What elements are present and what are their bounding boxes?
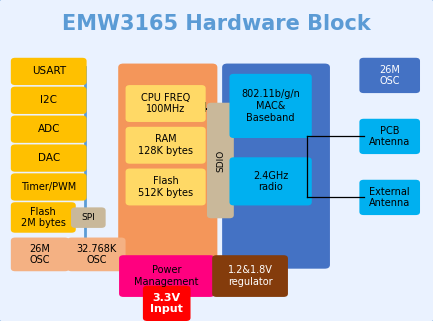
FancyBboxPatch shape (11, 238, 69, 271)
Text: 32.768K
OSC: 32.768K OSC (76, 244, 116, 265)
Text: Timer/PWM: Timer/PWM (21, 182, 76, 192)
Text: I2C: I2C (40, 95, 57, 105)
FancyBboxPatch shape (11, 202, 76, 233)
FancyBboxPatch shape (222, 64, 330, 269)
Text: USART: USART (32, 66, 66, 76)
Text: RAM
128K bytes: RAM 128K bytes (138, 134, 193, 156)
FancyBboxPatch shape (229, 74, 312, 138)
FancyBboxPatch shape (119, 255, 214, 297)
Text: Wi-Fi: Wi-Fi (254, 85, 298, 100)
Text: SPI: SPI (81, 213, 95, 222)
Text: 26M
OSC: 26M OSC (379, 65, 400, 86)
Text: 2.4GHz
radio: 2.4GHz radio (253, 170, 288, 192)
FancyBboxPatch shape (11, 116, 87, 143)
FancyBboxPatch shape (126, 85, 206, 122)
FancyBboxPatch shape (11, 173, 87, 201)
Text: ADC: ADC (38, 124, 60, 134)
FancyBboxPatch shape (71, 207, 106, 228)
Text: 1.2&1.8V
regulator: 1.2&1.8V regulator (228, 265, 272, 287)
FancyBboxPatch shape (11, 87, 87, 114)
Text: EMW3165 Hardware Block: EMW3165 Hardware Block (62, 14, 371, 34)
Text: MCU
Cortex-M4: MCU Cortex-M4 (127, 85, 208, 115)
Text: Flash
512K bytes: Flash 512K bytes (138, 176, 193, 198)
FancyBboxPatch shape (207, 103, 234, 218)
Text: External
Antenna: External Antenna (369, 187, 410, 208)
Text: Flash
2M bytes: Flash 2M bytes (21, 207, 66, 228)
FancyBboxPatch shape (0, 0, 433, 321)
FancyBboxPatch shape (118, 64, 217, 269)
FancyBboxPatch shape (212, 255, 288, 297)
FancyBboxPatch shape (126, 169, 206, 205)
FancyBboxPatch shape (11, 144, 87, 172)
Text: DAC: DAC (38, 153, 60, 163)
FancyBboxPatch shape (359, 58, 420, 93)
FancyBboxPatch shape (67, 238, 126, 271)
FancyBboxPatch shape (11, 58, 87, 85)
FancyBboxPatch shape (359, 180, 420, 215)
Text: PCB
Antenna: PCB Antenna (369, 126, 410, 147)
FancyBboxPatch shape (126, 127, 206, 164)
Text: SDIO: SDIO (216, 149, 225, 172)
FancyBboxPatch shape (143, 286, 191, 321)
FancyBboxPatch shape (359, 119, 420, 154)
Text: Power
Management: Power Management (135, 265, 199, 287)
Text: 26M
OSC: 26M OSC (29, 244, 51, 265)
FancyBboxPatch shape (229, 157, 312, 205)
Text: 3.3V
Input: 3.3V Input (150, 292, 183, 314)
Text: CPU FREQ
100MHz: CPU FREQ 100MHz (141, 93, 190, 114)
Text: 802.11b/g/n
MAC&
Baseband: 802.11b/g/n MAC& Baseband (241, 89, 300, 123)
